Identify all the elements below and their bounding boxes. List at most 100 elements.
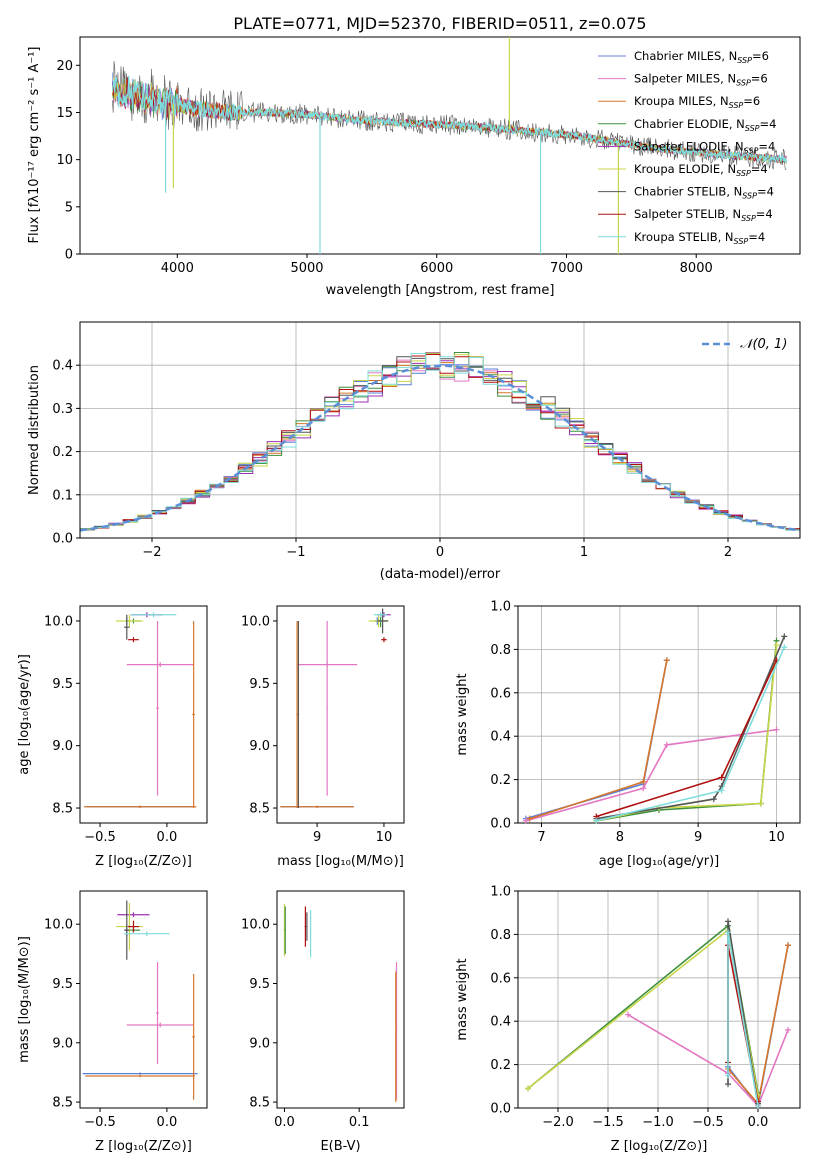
z-weight-line bbox=[627, 1014, 789, 1108]
y-tick-label: 9.0 bbox=[249, 1036, 270, 1051]
age-weight-point bbox=[522, 817, 529, 824]
x-tick-label: 8000 bbox=[680, 261, 713, 276]
x-tick-label: 0.0 bbox=[274, 1115, 295, 1130]
y-tick-label: 10.0 bbox=[44, 918, 73, 933]
y-tick-label: 9.0 bbox=[52, 1036, 73, 1051]
y-tick-label: 1.0 bbox=[490, 885, 511, 900]
y-tick-label: 8.5 bbox=[249, 1096, 270, 1111]
normal-legend-label: 𝒩(0, 1) bbox=[740, 337, 787, 352]
panel-ylabel: mass weight bbox=[455, 673, 470, 755]
age-weight-point bbox=[663, 657, 670, 664]
x-tick-label: 1 bbox=[580, 545, 588, 560]
y-tick-label: 0.2 bbox=[490, 773, 511, 788]
y-tick-label: 0 bbox=[65, 248, 73, 263]
y-tick-label: 10.0 bbox=[241, 918, 270, 933]
y-tick-label: 0.6 bbox=[490, 971, 511, 986]
x-tick-label: 10 bbox=[768, 830, 785, 845]
y-tick-label: 5 bbox=[65, 200, 73, 215]
legend-label: Chabrier ELODIE, NSSP=4 bbox=[634, 117, 776, 133]
age-weight-line bbox=[529, 660, 668, 820]
z-weight-point bbox=[785, 942, 791, 949]
z-weight-point bbox=[525, 1085, 531, 1092]
y-tick-label: 0.0 bbox=[490, 1102, 511, 1117]
panel-xlabel: E(B-V) bbox=[320, 1139, 360, 1154]
spectrum-ylabel: Flux [fλ10⁻¹⁷ erg cm⁻² s⁻¹ A⁻¹] bbox=[27, 47, 42, 244]
y-tick-label: 0.8 bbox=[490, 643, 511, 658]
y-tick-label: 8.5 bbox=[52, 1096, 73, 1111]
y-tick-label: 9.0 bbox=[249, 739, 270, 754]
figure-title: PLATE=0771, MJD=52370, FIBERID=0511, z=0… bbox=[233, 14, 646, 33]
y-tick-label: 0.8 bbox=[490, 928, 511, 943]
x-tick-label: 9 bbox=[694, 830, 702, 845]
residual-xlabel: (data-model)/error bbox=[380, 567, 501, 582]
legend-label: Kroupa STELIB, NSSP=4 bbox=[634, 230, 765, 246]
age-weight-line bbox=[596, 636, 786, 820]
spectrum-xlabel: wavelength [Angstrom, rest frame] bbox=[326, 283, 555, 298]
y-tick-label: 1.0 bbox=[490, 600, 511, 615]
mass-age-panel: 9 10 8.5 9.0 9.5 10.0 mass [log₁₀(M/M⊙)] bbox=[241, 605, 405, 869]
age-weight-line bbox=[596, 646, 786, 822]
y-tick-label: 0.2 bbox=[490, 1058, 511, 1073]
panel-frame bbox=[517, 605, 801, 824]
panel-ylabel: mass [log₁₀(M/M⊙)] bbox=[17, 936, 32, 1063]
x-tick-label: 5000 bbox=[290, 261, 323, 276]
x-tick-label: 0.1 bbox=[349, 1115, 370, 1130]
x-tick-label: 7000 bbox=[550, 261, 583, 276]
age-weight-point bbox=[757, 800, 764, 807]
legend-label: Salpeter MILES, NSSP=6 bbox=[634, 72, 768, 88]
panel-xlabel: Z [log₁₀(Z/Z⊙)] bbox=[95, 854, 192, 869]
x-tick-label: −0.5 bbox=[84, 830, 116, 845]
x-tick-label: −0.5 bbox=[692, 1115, 724, 1130]
panel-frame bbox=[79, 605, 208, 824]
y-tick-label: 0.1 bbox=[52, 488, 73, 503]
y-tick-label: 9.5 bbox=[249, 677, 270, 692]
y-tick-label: 8.5 bbox=[249, 802, 270, 817]
z-weight-point bbox=[725, 918, 731, 925]
x-tick-label: 9 bbox=[313, 830, 321, 845]
y-tick-label: 8.5 bbox=[52, 802, 73, 817]
panel-xlabel: Z [log₁₀(Z/Z⊙)] bbox=[611, 1139, 708, 1154]
z-weight-panel: −2.0 −1.5 −1.0 −0.5 0.0 0.0 0.2 0.4 0.6 0.8 1.0 Z [… bbox=[455, 885, 801, 1154]
x-tick-label: −1.5 bbox=[592, 1115, 624, 1130]
x-tick-label: 10 bbox=[376, 830, 393, 845]
y-tick-label: 15 bbox=[56, 106, 73, 121]
panel-xlabel: age [log₁₀(age/yr)] bbox=[599, 854, 720, 869]
z-weight-point bbox=[785, 1026, 791, 1033]
x-tick-label: −1.0 bbox=[642, 1115, 674, 1130]
y-tick-label: 0.3 bbox=[52, 402, 73, 417]
spectrum-legend: Chabrier MILES, NSSP=6 Salpeter MILES, NS… bbox=[598, 49, 776, 246]
normal-curve bbox=[79, 364, 801, 532]
age-weight-point bbox=[718, 787, 725, 794]
ebv-mass-panel: 0.0 0.1 8.5 9.0 9.5 10.0 E(B-V) bbox=[241, 890, 405, 1154]
z-weight-point bbox=[755, 1102, 761, 1109]
y-tick-label: 9.5 bbox=[249, 977, 270, 992]
z-weight-line bbox=[727, 932, 759, 1106]
panel-frame bbox=[276, 890, 405, 1109]
panel-frame bbox=[79, 890, 208, 1109]
y-tick-label: 20 bbox=[56, 59, 73, 74]
y-tick-label: 10.0 bbox=[44, 614, 73, 629]
age-weight-point bbox=[640, 785, 647, 792]
z-weight-point bbox=[725, 1081, 731, 1088]
x-tick-label: 0.0 bbox=[157, 830, 178, 845]
legend-label: Chabrier MILES, NSSP=6 bbox=[634, 49, 769, 65]
panel-frame bbox=[517, 890, 801, 1109]
spectrum-line bbox=[112, 77, 787, 164]
age-weight-point bbox=[781, 644, 788, 651]
legend-label: Kroupa MILES, NSSP=6 bbox=[634, 94, 760, 110]
legend-label: Kroupa ELODIE, NSSP=4 bbox=[634, 162, 768, 178]
panel-ylabel: mass weight bbox=[455, 958, 470, 1040]
age-weight-line bbox=[525, 660, 668, 820]
spectrum-panel: 4000 5000 6000 7000 8000 0 5 10 15 20 wavelength … bbox=[27, 36, 801, 298]
age-weight-point bbox=[640, 778, 647, 785]
age-weight-point bbox=[781, 633, 788, 640]
panel-ylabel: age [log₁₀(age/yr)] bbox=[17, 654, 32, 775]
spectrum-line bbox=[111, 75, 788, 164]
age-weight-point bbox=[663, 741, 670, 748]
z-weight-point bbox=[625, 1011, 631, 1018]
age-weight-point bbox=[773, 642, 780, 649]
residual-ylabel: Normed distribution bbox=[27, 365, 42, 495]
z-age-panel: −0.5 0.0 8.5 9.0 9.5 10.0 Z [log₁₀(Z/Z⊙)] age [… bbox=[17, 605, 208, 869]
x-tick-label: 8 bbox=[616, 830, 624, 845]
age-weight-point bbox=[526, 815, 533, 822]
